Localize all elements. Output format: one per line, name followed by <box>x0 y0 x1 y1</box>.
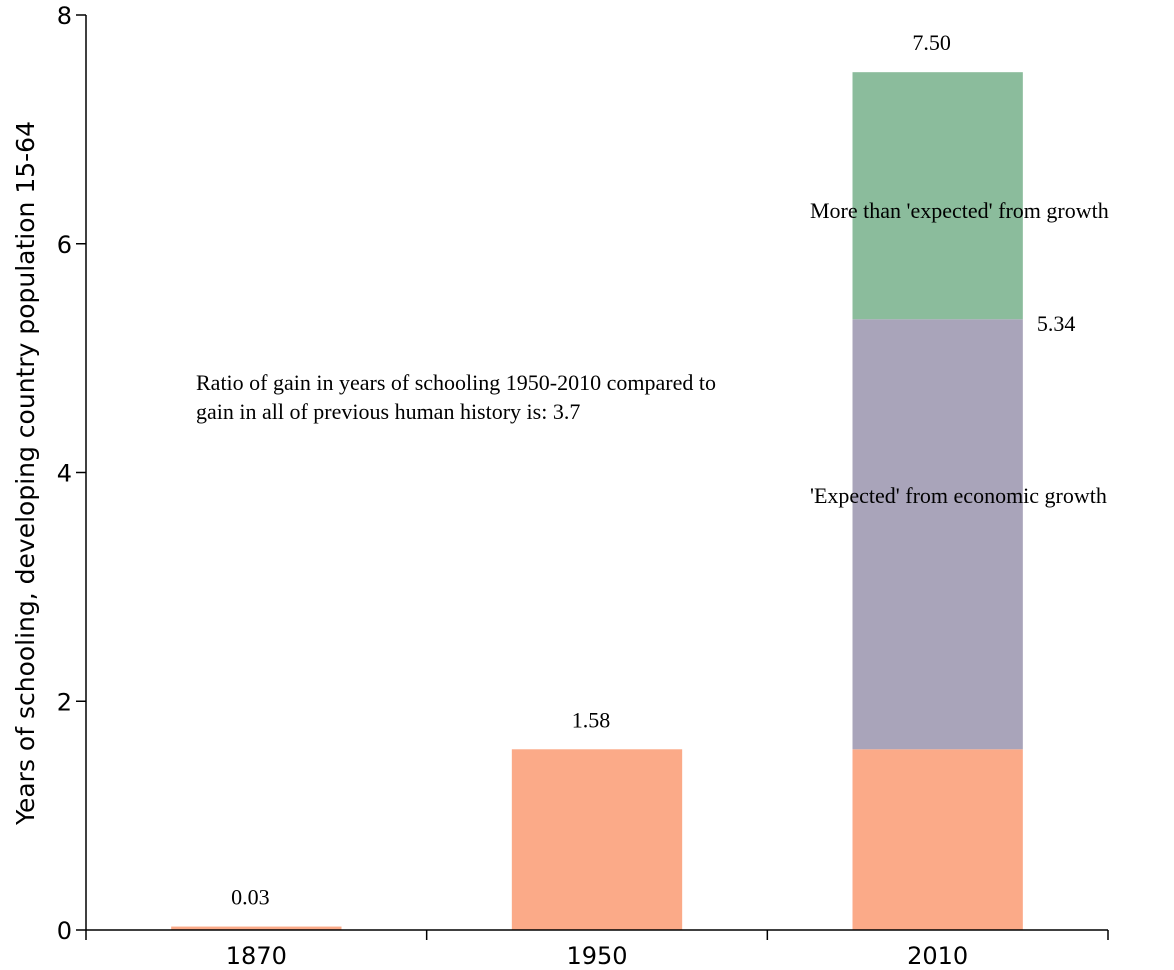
bar-2010-segment-3 <box>852 72 1023 320</box>
more-than-expected-annotation: More than 'expected' from growth <box>810 198 1109 223</box>
y-axis-label: Years of schooling, developing country p… <box>11 121 40 826</box>
bar-1870-segment-1 <box>171 926 342 930</box>
x-tick-label: 1950 <box>566 942 627 970</box>
x-tick-label: 2010 <box>907 942 968 970</box>
bars-layer <box>171 72 1023 930</box>
data-label: 7.50 <box>912 30 951 55</box>
x-ticks: 1870 1950 2010 <box>85 930 1109 970</box>
y-tick-label: 0 <box>57 917 72 945</box>
y-tick-label: 4 <box>57 460 72 488</box>
bar-1950-segment-1 <box>511 749 683 930</box>
data-label: 1.58 <box>572 707 611 732</box>
y-tick-label: 6 <box>57 231 72 259</box>
data-labels: 0.03 1.58 7.50 5.34 <box>231 30 1075 909</box>
y-tick-label: 2 <box>57 688 72 716</box>
y-tick-label: 8 <box>57 2 72 30</box>
data-label: 5.34 <box>1037 311 1076 336</box>
bar-2010-segment-2 <box>852 319 1023 750</box>
expected-annotation: 'Expected' from economic growth <box>810 483 1107 508</box>
data-label: 0.03 <box>231 885 270 910</box>
ratio-annotation-line1: Ratio of gain in years of schooling 1950… <box>196 370 716 395</box>
y-ticks: 0 2 4 6 8 <box>57 2 86 945</box>
x-tick-label: 1870 <box>226 942 287 970</box>
bar-2010-segment-1 <box>852 749 1023 930</box>
ratio-annotation-line2: gain in all of previous human history is… <box>196 399 580 424</box>
